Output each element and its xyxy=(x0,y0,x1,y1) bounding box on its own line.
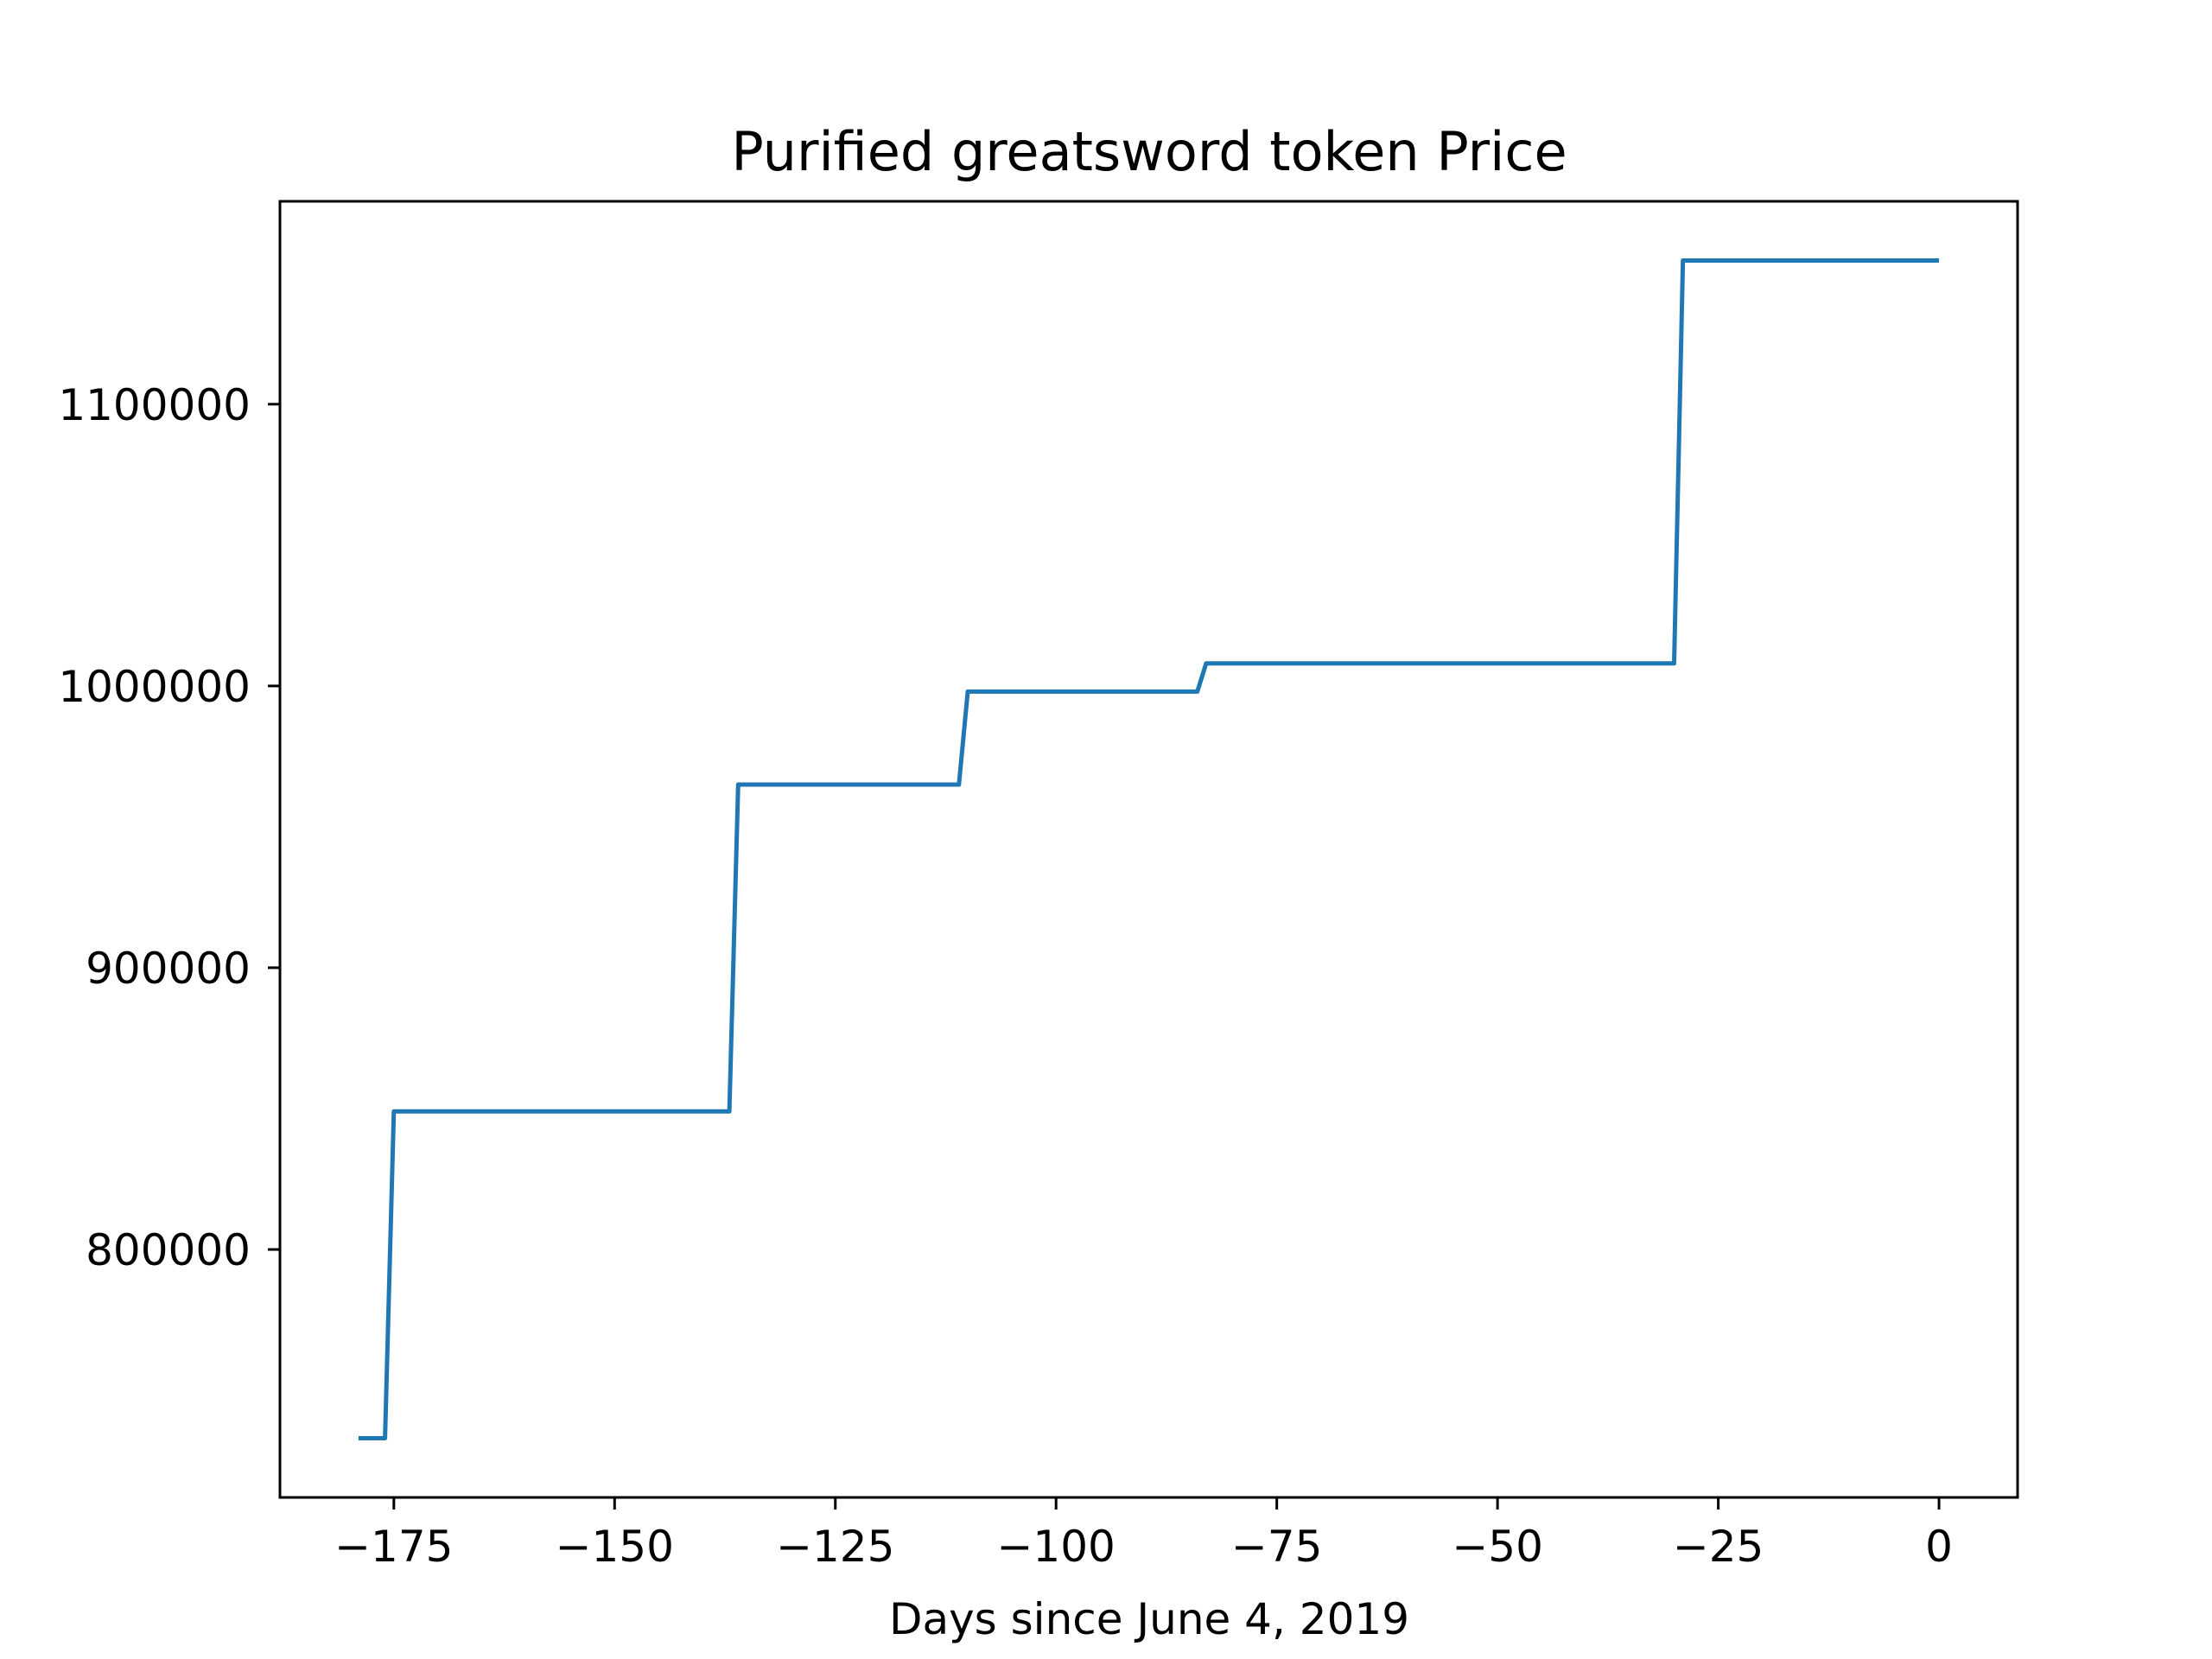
plot-area: −175 −150 −125 −100 −75 −50 −25 0 800000 900000 1… xyxy=(58,200,2019,1572)
x-tick-label: 0 xyxy=(1925,1522,1953,1572)
x-tick-label: −100 xyxy=(997,1522,1116,1572)
y-tick-label: 900000 xyxy=(86,944,251,994)
price-series-line xyxy=(358,258,1940,1440)
x-tick-label: −125 xyxy=(776,1522,894,1572)
x-tick-label: −50 xyxy=(1452,1522,1543,1572)
y-axis: 800000 900000 1000000 1100000 xyxy=(58,380,280,1275)
x-tick-label: −175 xyxy=(334,1522,453,1572)
series-layer xyxy=(358,258,1940,1440)
y-tick-label: 1000000 xyxy=(58,662,251,712)
x-axis-label: Days since June 4, 2019 xyxy=(889,1594,1409,1644)
y-tick-label: 800000 xyxy=(86,1225,251,1275)
x-tick-label: −25 xyxy=(1673,1522,1764,1572)
x-tick-label: −75 xyxy=(1231,1522,1323,1572)
x-axis: −175 −150 −125 −100 −75 −50 −25 0 xyxy=(334,1497,1953,1572)
y-tick-label: 1100000 xyxy=(58,380,251,430)
x-tick-label: −150 xyxy=(556,1522,674,1572)
chart-title: Purified greatsword token Price xyxy=(731,120,1567,183)
plot-frame xyxy=(278,200,2019,1499)
